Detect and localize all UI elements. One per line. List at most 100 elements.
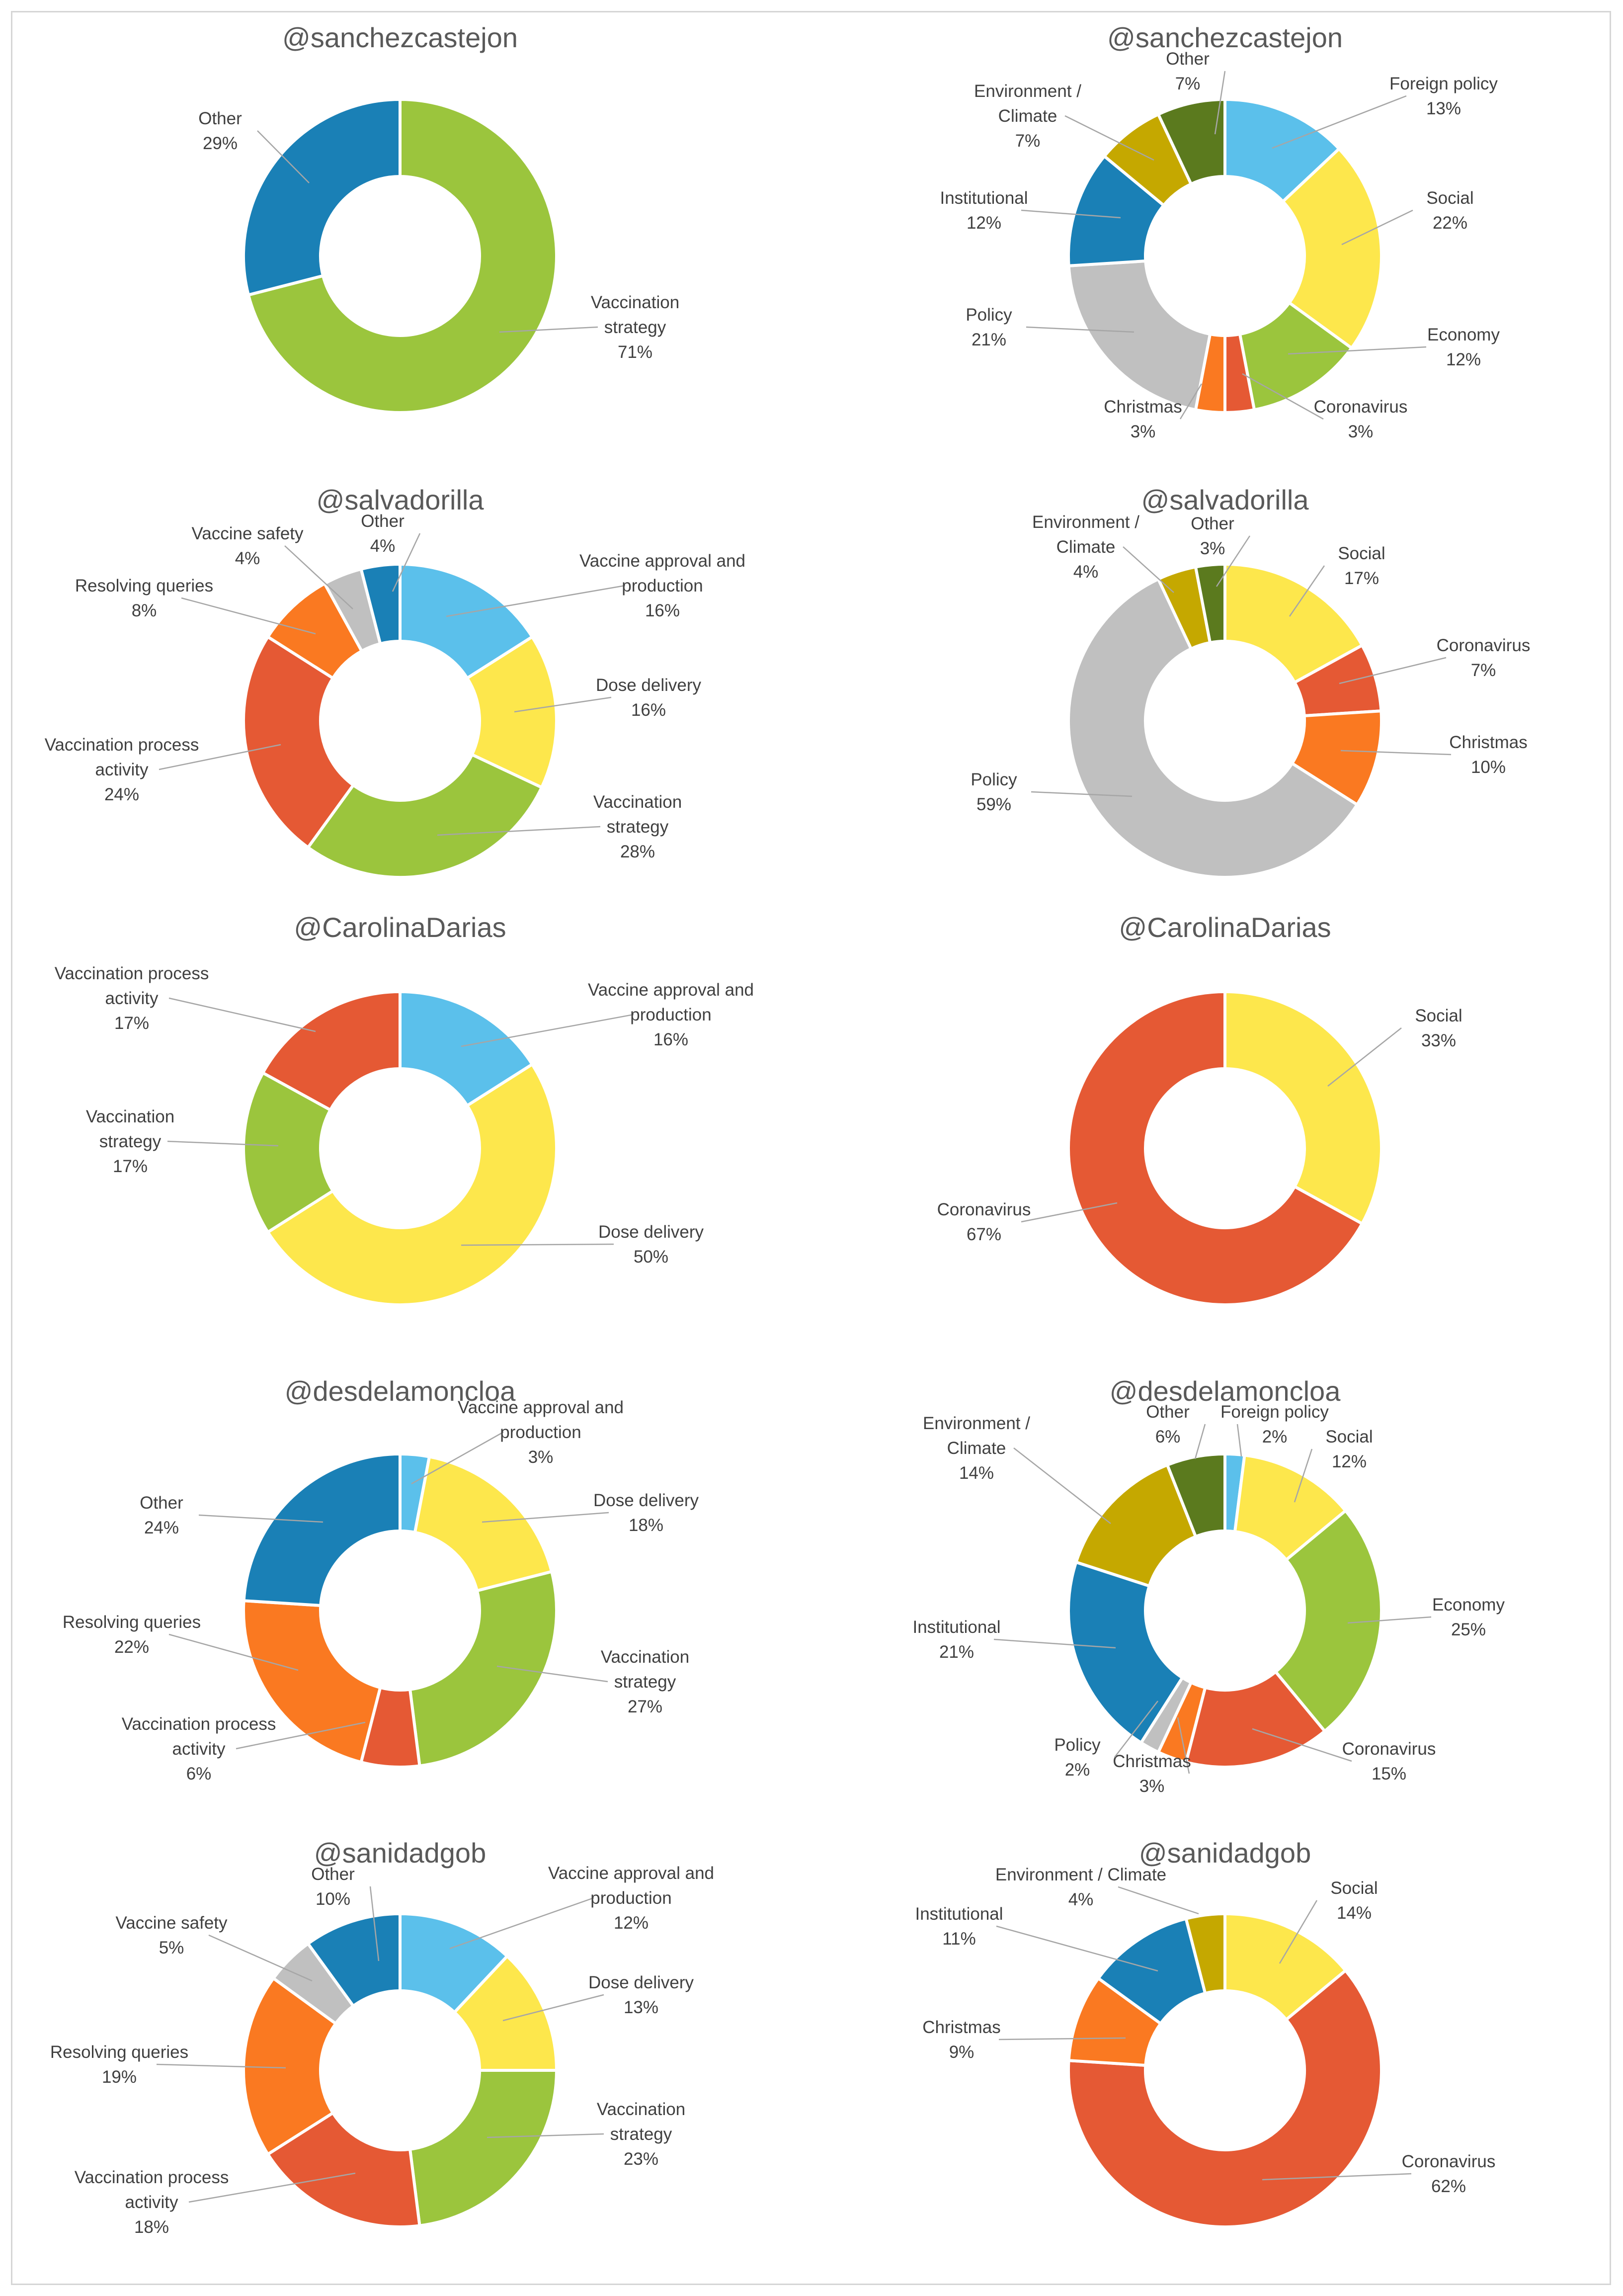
- slice-label: Foreign policy 2%: [1220, 1402, 1329, 1446]
- slice-percent: 28%: [620, 842, 655, 861]
- slice-label: Vaccination process activity 24%: [45, 735, 199, 804]
- donut-slice-social: [1223, 562, 1365, 684]
- leader-line: [1216, 535, 1251, 587]
- donut-slice-coronavirus: [1184, 1670, 1327, 1769]
- slice-label: Christmas 10%: [1449, 733, 1528, 777]
- slice-percent: 3%: [1348, 422, 1374, 441]
- leader-line: [168, 1633, 299, 1671]
- leader-line: [1123, 546, 1174, 593]
- donut-chart-3: @salvadorilla Vaccine approval and product…: [45, 484, 745, 879]
- donut-slice-other: [1156, 97, 1226, 186]
- slice-label: Policy 2%: [1054, 1735, 1101, 1780]
- slice-percent: 62%: [1431, 2177, 1466, 2196]
- leader-line: [1262, 2173, 1412, 2181]
- leader-line: [1242, 373, 1324, 420]
- donut-slice-vaccination-strategy: [246, 97, 558, 414]
- slice-label: Coronavirus 62%: [1402, 2152, 1496, 2196]
- slice-percent: 50%: [634, 1247, 668, 1267]
- slice-label: Dose delivery 50%: [598, 1222, 704, 1267]
- leader-line: [1026, 326, 1135, 333]
- slice-percent: 27%: [628, 1697, 662, 1716]
- donut-slice-other: [242, 97, 402, 297]
- slice-label: Dose delivery 18%: [593, 1491, 699, 1535]
- donut-chart-4: @salvadorilla Social 17% Coronavirus 7% Chris…: [971, 484, 1531, 879]
- leader-line: [461, 1243, 614, 1246]
- slice-label: Vaccine approval and production 12%: [548, 1864, 714, 1933]
- slice-label: Resolving queries 22%: [63, 1613, 201, 1657]
- slice-percent: 19%: [102, 2067, 137, 2087]
- slice-label: Vaccination strategy 28%: [593, 792, 682, 861]
- slice-label: Other 10%: [311, 1865, 355, 1909]
- chart-title: @CarolinaDarias: [294, 912, 506, 943]
- leader-line: [411, 1431, 504, 1485]
- leader-line: [437, 826, 601, 836]
- slice-percent: 13%: [624, 1998, 658, 2017]
- slice-label: Economy 25%: [1432, 1595, 1505, 1639]
- donut-slice-economy: [1273, 1508, 1383, 1733]
- slice-percent: 18%: [134, 2217, 169, 2237]
- slice-percent: 22%: [1433, 213, 1467, 233]
- leader-line: [156, 2063, 286, 2069]
- slice-percent: 17%: [1344, 569, 1379, 588]
- donut-chart-1: @sanchezcastejon Vaccination strategy 71% Ot…: [198, 22, 679, 414]
- leader-line: [1064, 115, 1154, 161]
- leader-line: [369, 1886, 380, 1961]
- slice-percent: 59%: [976, 795, 1011, 814]
- leader-line: [1279, 1900, 1318, 1964]
- slice-label: Other 24%: [140, 1493, 183, 1537]
- slice-percent: 14%: [959, 1463, 994, 1483]
- slice-label: Vaccine approval and production 3%: [458, 1398, 624, 1467]
- slice-percent: 15%: [1372, 1764, 1406, 1784]
- leader-line: [461, 1014, 634, 1047]
- chart-title: @salvadorilla: [1141, 484, 1309, 515]
- slice-percent: 17%: [113, 1157, 148, 1176]
- slice-percent: 3%: [1131, 422, 1156, 441]
- leader-line: [284, 545, 353, 609]
- leader-line: [1272, 95, 1407, 149]
- slice-percent: 4%: [235, 549, 260, 568]
- slice-percent: 12%: [1332, 1452, 1367, 1471]
- donut-slice-social: [1223, 1912, 1348, 2022]
- donut-slice-vaccination-process-activity: [260, 990, 402, 1112]
- slice-label: Vaccination process activity 6%: [122, 1714, 276, 1784]
- leader-line: [188, 2172, 356, 2203]
- leader-line: [1194, 1424, 1206, 1459]
- leader-line: [1021, 1202, 1118, 1223]
- donut-slice-vaccination-process-activity: [265, 2111, 421, 2228]
- donut-slice-institutional: [1067, 1560, 1185, 1745]
- chart-title: @sanidadgob: [1139, 1837, 1311, 1869]
- leader-line: [1347, 1616, 1432, 1624]
- leader-line: [1179, 383, 1203, 420]
- donut-slice-foreign-policy: [1223, 97, 1341, 204]
- slice-percent: 18%: [629, 1516, 663, 1535]
- slice-percent: 7%: [1175, 74, 1201, 93]
- donut-slice-institutional: [1067, 154, 1166, 267]
- slice-label: Other 6%: [1146, 1402, 1190, 1446]
- donut-slice-resolving-queries: [242, 1599, 382, 1764]
- donut-slice-other: [359, 562, 402, 646]
- slice-label: Coronavirus 7%: [1437, 636, 1531, 680]
- donut-chart-5: @CarolinaDarias Vaccine approval and produ…: [55, 912, 754, 1306]
- donut-slice-vaccination-strategy: [242, 1071, 335, 1234]
- leader-line: [168, 997, 316, 1032]
- slice-label: Social 17%: [1338, 544, 1385, 588]
- slice-percent: 67%: [967, 1225, 1001, 1244]
- leader-line: [1021, 209, 1121, 219]
- slice-label: Social 33%: [1415, 1006, 1462, 1050]
- slice-percent: 21%: [972, 330, 1006, 349]
- leader-line: [487, 2133, 604, 2138]
- slice-percent: 14%: [1337, 1903, 1372, 1923]
- chart-title: @desdelamoncloa: [285, 1375, 516, 1407]
- slice-percent: 29%: [203, 134, 238, 153]
- slice-percent: 7%: [1471, 661, 1496, 680]
- slice-percent: 2%: [1065, 1760, 1090, 1780]
- slice-label: Economy 12%: [1427, 325, 1500, 369]
- slice-label: Vaccination strategy 27%: [601, 1647, 689, 1716]
- leader-line: [1252, 1728, 1352, 1762]
- slice-label: Vaccine approval and production 16%: [579, 551, 745, 620]
- donut-slice-other: [1165, 1452, 1226, 1539]
- slice-percent: 7%: [1015, 131, 1041, 151]
- leader-line: [159, 744, 281, 770]
- chart-title: @CarolinaDarias: [1119, 912, 1331, 943]
